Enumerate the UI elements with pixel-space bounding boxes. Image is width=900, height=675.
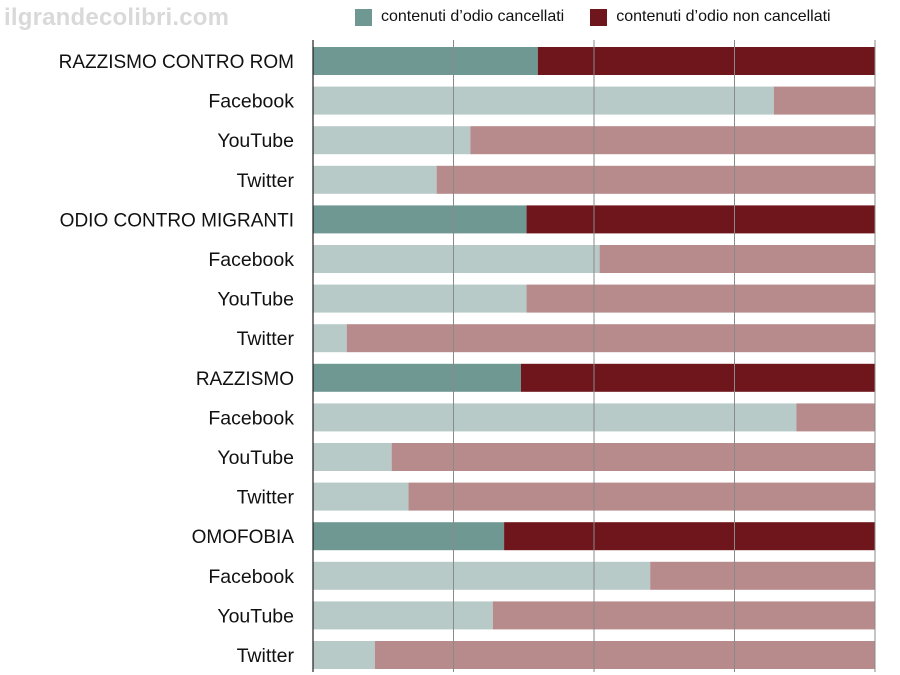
bar-not-deleted <box>391 443 875 471</box>
bar-deleted <box>313 601 493 630</box>
bar-deleted <box>313 165 437 194</box>
bar-deleted <box>313 47 538 75</box>
row-label: ODIO CONTRO MIGRANTI <box>60 210 294 231</box>
row-label: YouTube <box>217 130 294 152</box>
bar-not-deleted <box>346 324 876 353</box>
bar-not-deleted <box>526 205 875 234</box>
bar-not-deleted <box>537 47 875 75</box>
row-label: Twitter <box>237 487 295 509</box>
bar-not-deleted <box>492 601 875 630</box>
row-label: Twitter <box>237 328 295 350</box>
bar-deleted <box>313 324 347 353</box>
bar-deleted <box>313 443 392 471</box>
bar-deleted <box>313 363 521 392</box>
bar-deleted <box>313 126 471 155</box>
bar-not-deleted <box>470 126 875 155</box>
row-label: YouTube <box>217 289 294 311</box>
row-label: Facebook <box>208 91 294 113</box>
bar-not-deleted <box>796 403 875 432</box>
bar-deleted <box>313 641 375 669</box>
bar-not-deleted <box>520 363 875 392</box>
row-label: RAZZISMO CONTRO ROM <box>59 52 294 73</box>
row-label: Facebook <box>208 566 294 588</box>
bar-not-deleted <box>408 482 875 511</box>
row-label: RAZZISMO <box>196 369 294 390</box>
row-label: Facebook <box>208 407 294 429</box>
bar-deleted <box>313 561 651 590</box>
row-label: YouTube <box>217 605 294 627</box>
chart-legend: contenuti d’odio cancellati contenuti d’… <box>355 8 857 26</box>
row-label: Facebook <box>208 249 294 271</box>
bar-not-deleted <box>650 561 875 590</box>
bar-not-deleted <box>374 641 875 669</box>
bar-not-deleted <box>436 165 875 194</box>
bar-deleted <box>313 284 527 313</box>
bar-deleted <box>313 403 797 432</box>
row-label: Twitter <box>237 170 295 192</box>
legend-item-deleted: contenuti d’odio cancellati <box>355 8 564 26</box>
bar-not-deleted <box>773 86 875 115</box>
bar-deleted <box>313 522 505 551</box>
bar-deleted <box>313 245 600 273</box>
bar-not-deleted <box>504 522 875 551</box>
bar-not-deleted <box>599 245 875 273</box>
legend-label-deleted: contenuti d’odio cancellati <box>381 8 565 25</box>
legend-swatch-not-deleted <box>590 8 608 26</box>
bar-deleted <box>313 482 409 511</box>
watermark: ilgrandecolibri.com <box>4 4 230 31</box>
legend-swatch-deleted <box>355 8 372 26</box>
row-label: Twitter <box>237 645 295 667</box>
row-label: YouTube <box>217 447 294 469</box>
legend-label-not-deleted: contenuti d’odio non cancellati <box>616 8 831 25</box>
bar-deleted <box>313 205 527 234</box>
bar-not-deleted <box>526 284 875 313</box>
row-label: OMOFOBIA <box>192 527 295 548</box>
legend-item-not-deleted: contenuti d’odio non cancellati <box>590 8 831 26</box>
bar-deleted <box>313 86 774 115</box>
